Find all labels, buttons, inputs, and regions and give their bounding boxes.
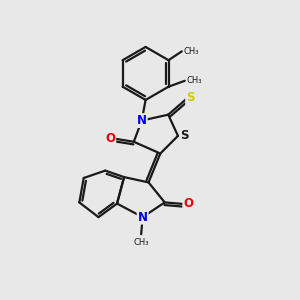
Text: N: N [137, 114, 147, 127]
Text: CH₃: CH₃ [183, 47, 199, 56]
Text: S: S [180, 129, 189, 142]
Text: O: O [183, 197, 193, 210]
Text: O: O [105, 132, 115, 145]
Text: CH₃: CH₃ [186, 76, 202, 85]
Text: S: S [186, 92, 195, 104]
Text: CH₃: CH₃ [134, 238, 149, 247]
Text: N: N [138, 211, 148, 224]
